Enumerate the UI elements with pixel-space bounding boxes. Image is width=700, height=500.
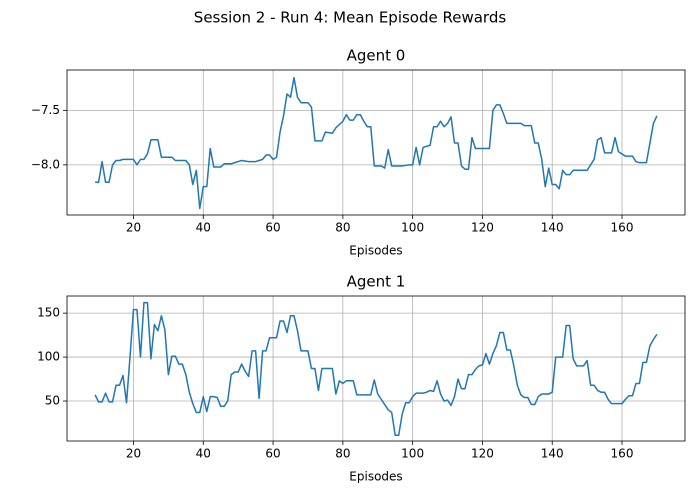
x-tick-label: 60: [265, 221, 280, 235]
x-tick-label: 40: [196, 221, 211, 235]
x-tick-label: 60: [265, 447, 280, 461]
x-tick-label: 80: [335, 447, 350, 461]
y-tick-label: −7.5: [31, 103, 60, 117]
x-tick-label: 120: [471, 447, 494, 461]
x-tick-label: 20: [126, 447, 141, 461]
axes-title: Agent 0: [347, 47, 406, 65]
x-tick-label: 160: [611, 221, 634, 235]
data-line: [94, 301, 658, 437]
y-tick-label: 150: [37, 306, 60, 320]
y-tick-label: 50: [45, 394, 60, 408]
x-tick-label: 40: [196, 447, 211, 461]
y-tick-label: −8.0: [31, 157, 60, 171]
x-tick-label: 120: [471, 221, 494, 235]
x-axis-label: Episodes: [349, 470, 402, 484]
axes-title: Agent 1: [347, 273, 406, 291]
x-tick-label: 20: [126, 221, 141, 235]
axes-frame: [66, 295, 686, 442]
x-tick-label: 140: [541, 221, 564, 235]
x-tick-label: 160: [611, 447, 634, 461]
data-line: [95, 76, 658, 210]
x-tick-label: 140: [541, 447, 564, 461]
x-axis-label: Episodes: [349, 244, 402, 258]
x-tick-label: 100: [401, 447, 424, 461]
y-tick-label: 100: [37, 350, 60, 364]
x-tick-label: 80: [335, 221, 350, 235]
figure-title: Session 2 - Run 4: Mean Episode Rewards: [194, 9, 507, 27]
x-tick-label: 100: [401, 221, 424, 235]
axes-frame: [66, 69, 686, 216]
